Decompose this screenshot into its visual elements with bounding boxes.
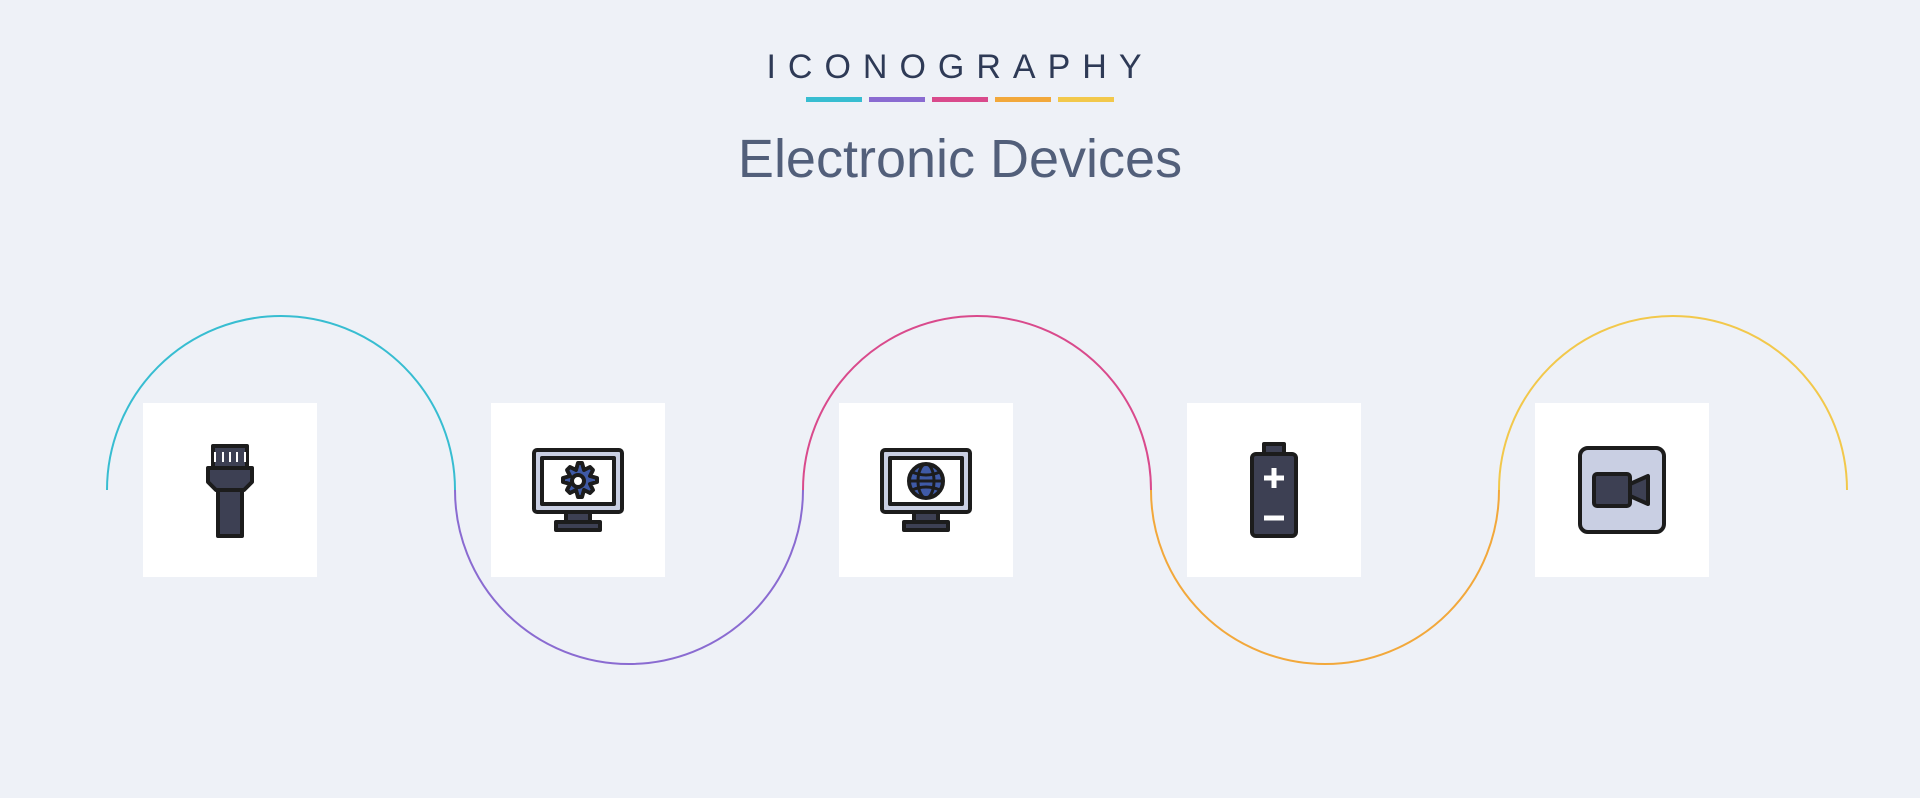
brand-label: ICONOGRAPHY	[0, 48, 1920, 87]
battery-icon	[1187, 403, 1361, 577]
hdmi-cable-icon	[143, 403, 317, 577]
video-camera-icon	[1535, 403, 1709, 577]
pack-title: Electronic Devices	[0, 128, 1920, 190]
brand-underline	[0, 97, 1920, 102]
icon-stage	[0, 300, 1920, 700]
monitor-settings-icon	[491, 403, 665, 577]
monitor-globe-icon	[839, 403, 1013, 577]
header: ICONOGRAPHY Electronic Devices	[0, 0, 1920, 190]
